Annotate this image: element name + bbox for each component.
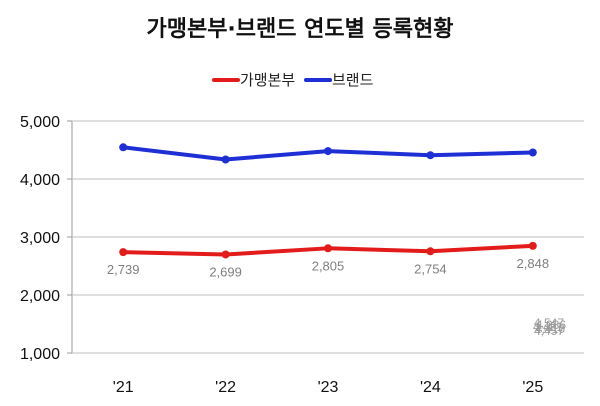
data-point-1 (221, 155, 230, 164)
data-point-1 (119, 143, 128, 152)
x-tick-label: '22 (215, 379, 236, 396)
legend-label-franchise-hq: 가맹본부 (240, 71, 295, 89)
data-point-0 (221, 250, 230, 259)
y-tick-label: 1,000 (20, 346, 60, 363)
y-tick-label: 3,000 (20, 230, 60, 247)
x-tick-label: '24 (420, 379, 441, 396)
data-label: 2,848 (517, 256, 550, 271)
data-label: 4,457 (534, 324, 564, 338)
chart-title: 가맹본부·브랜드 연도별 등록현황 (146, 17, 453, 42)
data-label: 4,410 (535, 322, 565, 336)
data-point-0 (324, 244, 332, 253)
x-tick-label: '21 (113, 379, 134, 396)
data-label: 2,699 (209, 264, 242, 279)
data-point-0 (119, 248, 128, 257)
y-tick-label: 5,000 (20, 114, 60, 131)
data-label: 4,336 (536, 318, 566, 332)
y-axis: 5,000 4,000 3,000 2,000 1,000 (20, 114, 584, 363)
data-label: 4,547 (534, 316, 564, 330)
legend: 가맹본부 브랜드 (212, 71, 374, 89)
y-tick-label: 2,000 (20, 288, 60, 305)
data-point-1 (426, 151, 435, 160)
data-label: 2,805 (312, 258, 345, 273)
data-label: 2,754 (414, 261, 447, 276)
x-tick-label: '25 (522, 379, 543, 396)
data-label: 2,739 (107, 262, 140, 277)
data-point-1 (528, 148, 537, 157)
x-tick-label: '23 (318, 379, 339, 396)
series-layer: 2,739 2,699 2,805 2,754 2,848 4,5474,3364,481… (107, 143, 566, 338)
legend-label-brand: 브랜드 (332, 71, 374, 89)
data-point-1 (324, 147, 332, 156)
data-point-0 (528, 241, 537, 250)
data-label: 4,481 (533, 320, 563, 334)
x-axis: '21 '22 '23 '24 '25 (113, 379, 544, 396)
data-point-0 (426, 247, 435, 256)
y-tick-label: 4,000 (20, 172, 60, 189)
